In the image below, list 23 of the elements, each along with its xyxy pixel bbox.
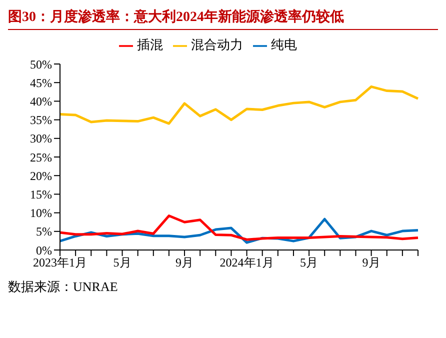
y-tick-label: 10% xyxy=(30,206,52,220)
y-tick-label: 5% xyxy=(36,224,52,239)
legend-label: 混合动力 xyxy=(191,37,243,52)
x-tick-label: 2024年1月 xyxy=(220,256,274,270)
x-tick-label: 9月 xyxy=(176,256,194,270)
legend-label: 纯电 xyxy=(271,37,297,52)
y-tick-label: 30% xyxy=(30,132,52,146)
y-tick-label: 0% xyxy=(36,243,52,258)
legend-label: 插混 xyxy=(137,37,163,52)
y-tick-label: 25% xyxy=(30,150,52,164)
line-series xyxy=(58,85,420,125)
chart-title: 图30：月度渗透率：意大利2024年新能源渗透率仍较低 xyxy=(8,8,438,30)
y-tick-label: 45% xyxy=(30,76,52,90)
x-tick-label: 5月 xyxy=(300,256,318,270)
y-tick-label: 20% xyxy=(30,168,52,183)
y-tick-label: 35% xyxy=(30,113,52,128)
y-tick-label: 15% xyxy=(30,187,52,202)
y-tick-label: 50% xyxy=(30,57,52,72)
source-note: 数据来源：UNRAE xyxy=(8,278,119,296)
y-tick-label: 40% xyxy=(30,94,52,108)
x-tick-label: 2023年1月 xyxy=(33,256,87,270)
x-tick-label: 9月 xyxy=(362,256,380,270)
x-tick-label: 5月 xyxy=(113,256,132,270)
